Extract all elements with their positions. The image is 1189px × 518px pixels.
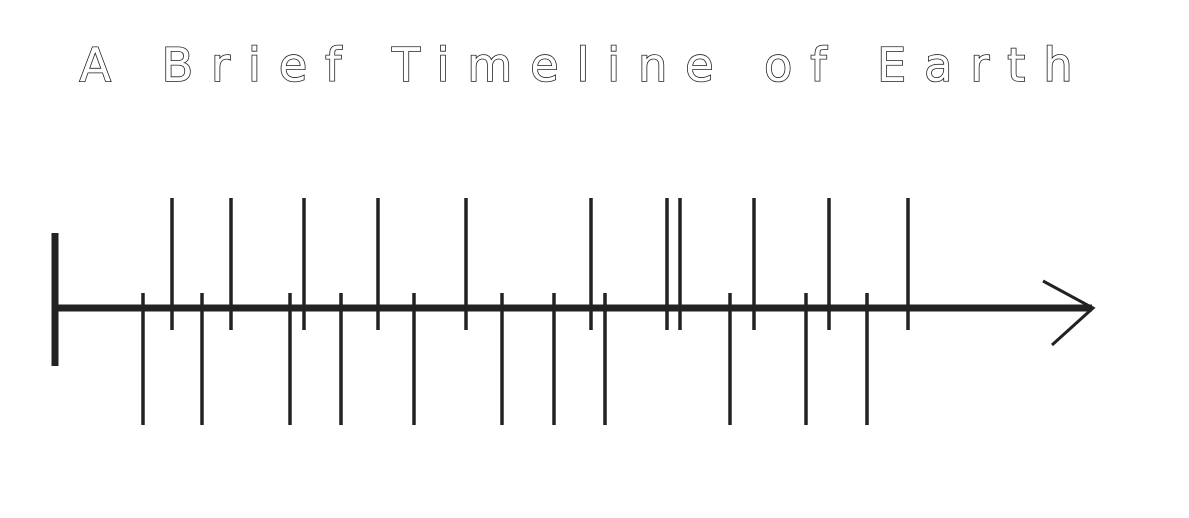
timeline-arrowhead — [1042, 279, 1096, 347]
page-title: A Brief Timeline of Earth — [79, 37, 1091, 93]
ticks-below-group — [141, 293, 869, 425]
